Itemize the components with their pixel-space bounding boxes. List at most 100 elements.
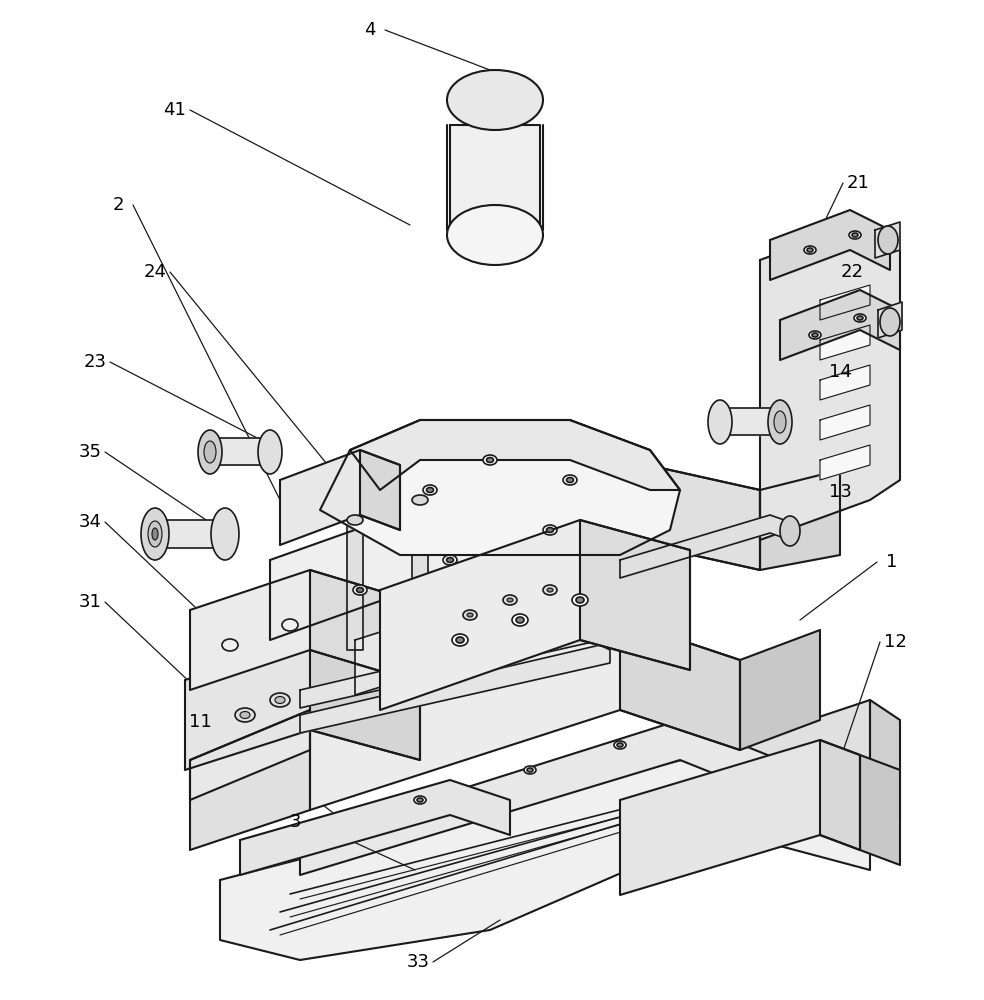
Polygon shape [185, 640, 420, 770]
Ellipse shape [467, 613, 473, 617]
Polygon shape [870, 700, 900, 820]
Polygon shape [760, 220, 900, 540]
Ellipse shape [854, 314, 866, 322]
Polygon shape [450, 125, 540, 230]
Polygon shape [875, 222, 900, 258]
Ellipse shape [849, 231, 861, 239]
Ellipse shape [576, 597, 584, 603]
Ellipse shape [447, 70, 543, 130]
Ellipse shape [507, 598, 513, 602]
Ellipse shape [512, 614, 528, 626]
Polygon shape [820, 740, 860, 850]
Ellipse shape [417, 798, 423, 802]
Polygon shape [770, 210, 890, 280]
Ellipse shape [426, 488, 434, 492]
Ellipse shape [235, 708, 255, 722]
Ellipse shape [878, 226, 898, 254]
Ellipse shape [270, 693, 290, 707]
Polygon shape [347, 520, 363, 650]
Ellipse shape [412, 495, 428, 505]
Ellipse shape [708, 400, 732, 444]
Ellipse shape [240, 712, 250, 718]
Polygon shape [310, 570, 410, 680]
Polygon shape [380, 520, 690, 710]
Ellipse shape [282, 619, 298, 631]
Ellipse shape [148, 521, 162, 547]
Ellipse shape [503, 595, 517, 605]
Text: 31: 31 [79, 593, 101, 611]
Text: 2: 2 [112, 196, 124, 214]
Text: 24: 24 [144, 263, 166, 281]
Polygon shape [220, 750, 870, 960]
Polygon shape [300, 720, 780, 875]
Polygon shape [320, 420, 680, 555]
Ellipse shape [617, 743, 623, 747]
Ellipse shape [456, 637, 464, 643]
Ellipse shape [524, 766, 536, 774]
Text: 21: 21 [846, 174, 870, 192]
Polygon shape [820, 405, 870, 440]
Ellipse shape [452, 634, 468, 646]
Ellipse shape [443, 555, 457, 565]
Polygon shape [280, 450, 400, 545]
Polygon shape [720, 700, 870, 830]
Polygon shape [760, 470, 840, 570]
Ellipse shape [527, 768, 533, 772]
Text: 33: 33 [406, 953, 429, 971]
Polygon shape [820, 285, 870, 320]
Ellipse shape [880, 308, 900, 336]
Ellipse shape [807, 248, 813, 252]
Ellipse shape [547, 588, 553, 592]
Polygon shape [620, 515, 790, 578]
Polygon shape [190, 710, 310, 850]
Ellipse shape [447, 205, 543, 265]
Text: 14: 14 [829, 363, 851, 381]
Ellipse shape [222, 639, 238, 651]
Ellipse shape [768, 400, 792, 444]
Ellipse shape [353, 585, 367, 595]
Text: 35: 35 [79, 443, 101, 461]
Polygon shape [300, 620, 610, 708]
Polygon shape [580, 520, 690, 670]
Text: 13: 13 [829, 483, 851, 501]
Ellipse shape [423, 485, 437, 495]
Polygon shape [300, 645, 610, 733]
Ellipse shape [809, 331, 821, 339]
Polygon shape [740, 630, 820, 750]
Ellipse shape [414, 796, 426, 804]
Ellipse shape [275, 696, 285, 704]
Ellipse shape [486, 458, 494, 462]
Ellipse shape [152, 528, 158, 540]
Ellipse shape [780, 516, 800, 546]
Polygon shape [310, 620, 740, 810]
Polygon shape [878, 302, 902, 338]
Ellipse shape [258, 430, 282, 474]
Ellipse shape [774, 411, 786, 433]
Ellipse shape [141, 508, 169, 560]
Polygon shape [190, 570, 410, 690]
Text: 4: 4 [364, 21, 376, 39]
Ellipse shape [614, 741, 626, 749]
Polygon shape [310, 640, 420, 760]
Polygon shape [720, 408, 780, 435]
Ellipse shape [463, 610, 477, 620]
Ellipse shape [563, 475, 577, 485]
Ellipse shape [516, 617, 524, 623]
Polygon shape [155, 520, 225, 548]
Ellipse shape [543, 525, 557, 535]
Ellipse shape [356, 587, 363, 592]
Polygon shape [240, 780, 510, 875]
Ellipse shape [198, 430, 222, 474]
Ellipse shape [812, 333, 818, 337]
Polygon shape [210, 438, 270, 465]
Ellipse shape [572, 594, 588, 606]
Ellipse shape [567, 478, 574, 483]
Ellipse shape [852, 233, 858, 237]
Polygon shape [412, 500, 428, 630]
Ellipse shape [347, 515, 363, 525]
Polygon shape [355, 610, 490, 695]
Ellipse shape [546, 528, 554, 532]
Text: 1: 1 [887, 553, 897, 571]
Polygon shape [620, 620, 740, 750]
Text: 3: 3 [289, 813, 301, 831]
